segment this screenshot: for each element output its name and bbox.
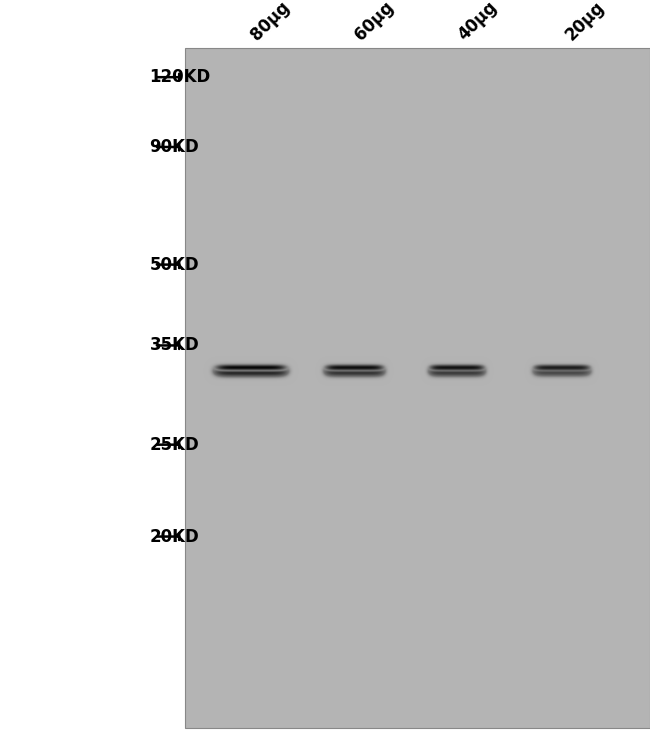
Bar: [185, 48, 650, 728]
Text: 80μg: 80μg: [247, 0, 293, 44]
Text: 90KD: 90KD: [150, 138, 200, 156]
Text: 20KD: 20KD: [150, 528, 200, 545]
Text: 40μg: 40μg: [455, 0, 501, 44]
Text: 25KD: 25KD: [150, 436, 200, 453]
Text: 50KD: 50KD: [150, 256, 199, 273]
Text: 20μg: 20μg: [562, 0, 608, 44]
Text: 60μg: 60μg: [351, 0, 397, 44]
Text: 35KD: 35KD: [150, 337, 200, 354]
Text: 120KD: 120KD: [150, 68, 211, 86]
